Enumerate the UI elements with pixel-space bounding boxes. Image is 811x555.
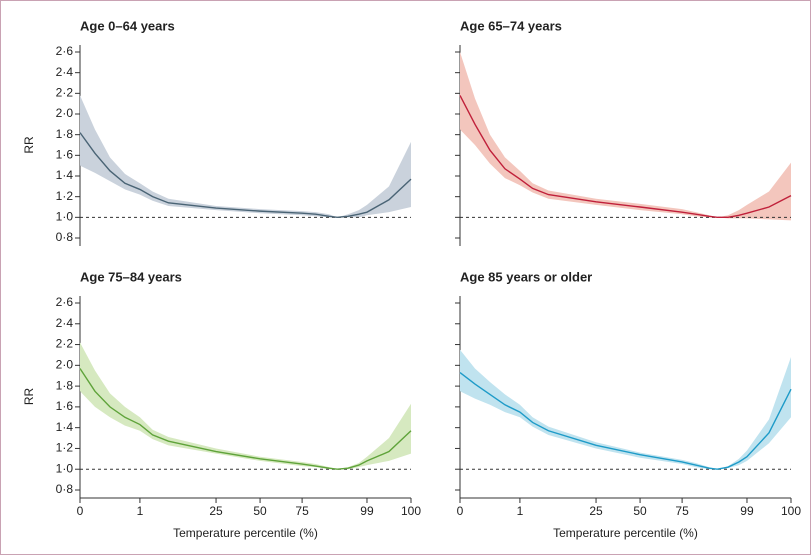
x-tick-label: 99 [740, 504, 754, 518]
x-tick-label: 50 [633, 504, 647, 518]
confidence-band [80, 342, 411, 470]
y-tick-label: 2·6 [56, 44, 74, 58]
y-tick-label: 1·0 [56, 461, 74, 475]
y-tick-label: 1·8 [56, 127, 74, 141]
panel-title: Age 0–64 years [80, 18, 175, 33]
x-tick-label: 100 [781, 504, 801, 518]
y-tick-label: 2·4 [56, 316, 74, 330]
x-tick-label: 99 [360, 504, 374, 518]
line [79, 368, 412, 470]
x-tick-label: 100 [401, 504, 421, 518]
y-tick-label: 1·6 [56, 399, 74, 413]
confidence-band [460, 52, 791, 221]
confidence-band [80, 95, 411, 218]
x-tick-label: 1 [517, 504, 524, 518]
line [459, 372, 792, 470]
panel-title: Age 65–74 years [460, 18, 562, 33]
x-axis-label: Temperature percentile (%) [553, 526, 698, 540]
y-tick-label: 2·4 [56, 65, 74, 79]
x-tick-label: 75 [675, 504, 689, 518]
y-tick-label: 1·4 [56, 420, 74, 434]
panel-title: Age 75–84 years [80, 269, 182, 284]
y-axis-label: RR [22, 388, 36, 406]
x-tick-label: 1 [137, 504, 144, 518]
y-tick-label: 2·2 [56, 337, 74, 351]
line [79, 132, 412, 219]
x-tick-label: 0 [457, 504, 464, 518]
y-tick-label: 1·2 [56, 189, 74, 203]
x-tick-label: 25 [209, 504, 223, 518]
x-tick-label: 0 [77, 504, 84, 518]
line [459, 95, 792, 219]
y-tick-label: 1·0 [56, 210, 74, 224]
y-tick-label: 2·6 [56, 295, 74, 309]
y-tick-label: 1·6 [56, 148, 74, 162]
x-axis-label: Temperature percentile (%) [173, 526, 318, 540]
x-tick-label: 50 [253, 504, 267, 518]
y-tick-label: 1·4 [56, 168, 74, 182]
y-tick-label: 0·8 [56, 230, 74, 244]
y-tick-label: 2·0 [56, 358, 74, 372]
y-tick-label: 2·2 [56, 86, 74, 100]
x-tick-label: 75 [295, 504, 309, 518]
y-tick-label: 0·8 [56, 482, 74, 496]
x-tick-label: 25 [589, 504, 603, 518]
panel-title: Age 85 years or older [460, 269, 592, 284]
y-axis-label: RR [22, 136, 36, 154]
y-tick-label: 1·2 [56, 441, 74, 455]
y-tick-label: 1·8 [56, 378, 74, 392]
y-tick-label: 2·0 [56, 106, 74, 120]
